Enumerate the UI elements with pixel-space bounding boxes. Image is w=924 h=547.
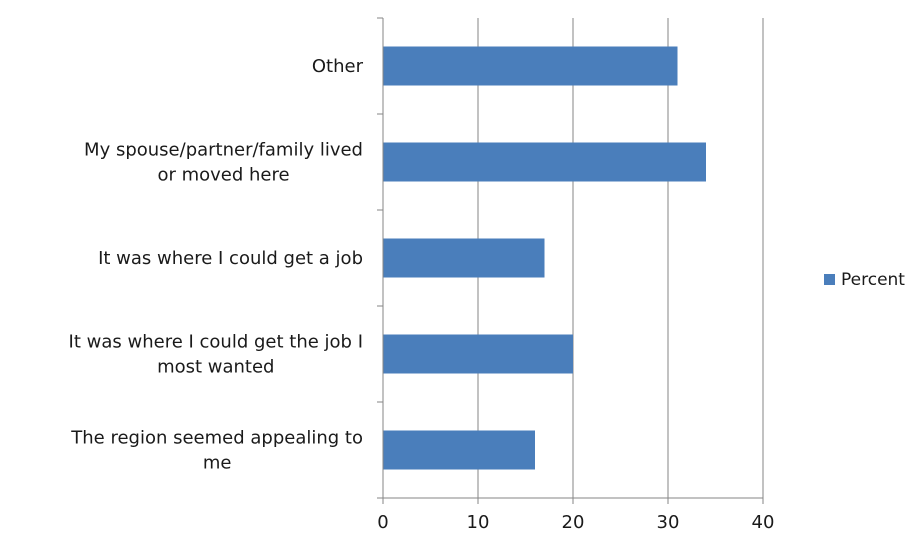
x-tick-label: 0 — [377, 512, 388, 533]
category-label-line: most wanted — [157, 357, 274, 378]
category-label-line: The region seemed appealing to — [70, 428, 363, 449]
legend: Percent — [824, 270, 905, 290]
category-label-line: Other — [312, 56, 364, 77]
bar — [383, 334, 573, 374]
x-tick-label: 20 — [562, 512, 585, 533]
category-label: It was where I could get a job — [98, 248, 363, 269]
bar — [383, 430, 535, 470]
x-tick-label: 40 — [752, 512, 775, 533]
axes — [377, 17, 764, 504]
bar — [383, 142, 706, 182]
bar — [383, 46, 678, 86]
category-label: The region seemed appealing to me — [70, 428, 363, 474]
category-label: It was where I could get the job I most w… — [69, 332, 363, 378]
category-labels: The region seemed appealing to me It was w… — [69, 56, 364, 474]
bar — [383, 238, 545, 278]
bars — [383, 46, 706, 470]
category-label: My spouse/partner/family lived or moved h… — [84, 140, 363, 186]
category-label: Other — [312, 56, 364, 77]
legend-label: Percent — [841, 270, 905, 290]
category-label-line: It was where I could get the job I — [69, 332, 363, 353]
category-label-line: me — [203, 453, 232, 474]
legend-swatch — [824, 274, 835, 285]
x-tick-label: 30 — [657, 512, 680, 533]
category-label-line: My spouse/partner/family lived — [84, 140, 363, 161]
x-tick-label: 10 — [467, 512, 490, 533]
category-label-line: or moved here — [157, 165, 289, 186]
category-label-line: It was where I could get a job — [98, 248, 363, 269]
tick-labels: 0 10 20 30 40 — [377, 512, 774, 533]
